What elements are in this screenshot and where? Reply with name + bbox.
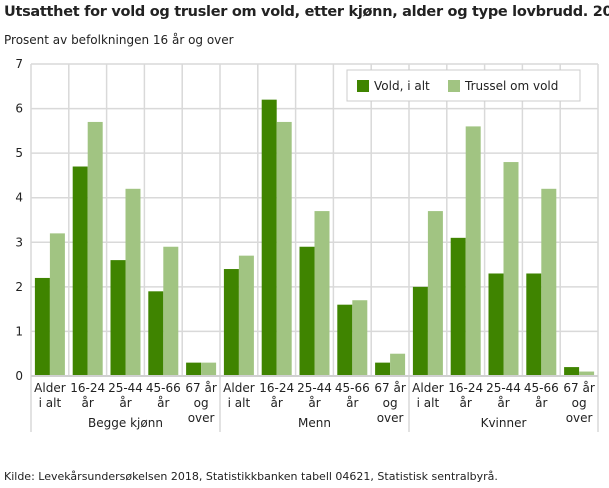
bar-vold: [337, 304, 353, 376]
x-tick-label: 45-66 år: [335, 381, 370, 410]
y-tick-label: 6: [15, 102, 23, 116]
bar-trussel: [87, 121, 103, 376]
legend-swatch: [448, 80, 460, 92]
bar-vold: [261, 99, 277, 377]
bar-vold: [412, 286, 428, 376]
legend-label: Trussel om vold: [464, 79, 558, 93]
chart-title: Utsatthet for vold og trusler om vold, e…: [4, 4, 609, 20]
x-tick-label: 16-24 år: [70, 381, 105, 410]
y-tick-label: 5: [15, 146, 23, 160]
x-tick-label: 25-44 år: [108, 381, 143, 410]
group-label: Begge kjønn: [88, 416, 163, 430]
x-tick-label: 67 år og over: [563, 381, 594, 425]
bar-trussel: [125, 188, 141, 376]
y-tick-label: 0: [15, 369, 23, 383]
x-tick-label: 25-44 år: [297, 381, 332, 410]
bar-trussel: [390, 353, 406, 376]
y-tick-label: 7: [15, 57, 23, 71]
x-tick-label: 67 år og over: [374, 381, 405, 425]
x-tick-label: Alder i alt: [223, 381, 255, 410]
x-tick-label: 67 år og over: [185, 381, 216, 425]
bar-vold: [110, 260, 126, 376]
bar-trussel: [427, 211, 443, 376]
bar-trussel: [352, 300, 368, 376]
bar-trussel: [503, 162, 519, 376]
y-tick-label: 2: [15, 280, 23, 294]
bar-vold: [186, 362, 202, 376]
bar-trussel: [238, 255, 254, 376]
x-tick-label: 16-24 år: [259, 381, 294, 410]
group-label: Menn: [298, 416, 331, 430]
y-tick-label: 4: [15, 191, 23, 205]
bar-vold: [34, 277, 50, 376]
bar-vold: [223, 269, 239, 376]
bar-trussel: [541, 188, 557, 376]
bar-vold: [450, 237, 466, 376]
bar-trussel: [314, 211, 330, 376]
bar-trussel: [579, 371, 595, 376]
legend: [346, 69, 581, 102]
x-tick-label: 45-66 år: [146, 381, 181, 410]
bar-vold: [375, 362, 391, 376]
bar-vold: [488, 273, 504, 376]
bar-trussel: [276, 121, 292, 376]
bar-vold: [148, 291, 164, 376]
bar-vold: [72, 166, 88, 376]
x-tick-label: Alder i alt: [34, 381, 66, 410]
bar-vold: [299, 246, 315, 376]
group-label: Kvinner: [481, 416, 527, 430]
bar-vold: [564, 367, 580, 376]
x-tick-label: 16-24 år: [448, 381, 483, 410]
x-tick-label: 45-66 år: [524, 381, 559, 410]
x-tick-label: 25-44 år: [486, 381, 521, 410]
bar-trussel: [465, 126, 481, 377]
y-tick-label: 1: [15, 324, 23, 338]
source-note: Kilde: Levekårsundersøkelsen 2018, Stati…: [4, 470, 498, 483]
bar-vold: [526, 273, 542, 376]
chart-subtitle: Prosent av befolkningen 16 år og over: [4, 33, 234, 47]
bar-trussel: [49, 233, 65, 376]
y-tick-label: 3: [15, 235, 23, 249]
legend-swatch: [357, 80, 369, 92]
bar-trussel: [163, 246, 179, 376]
bar-trussel: [201, 362, 217, 376]
x-tick-label: Alder i alt: [412, 381, 444, 410]
legend-label: Vold, i alt: [374, 79, 430, 93]
